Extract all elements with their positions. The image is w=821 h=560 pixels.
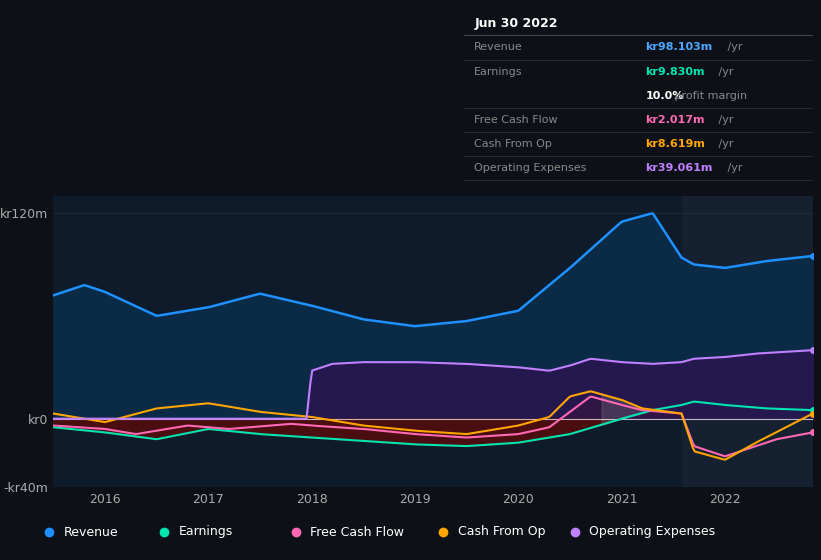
Text: /yr: /yr bbox=[724, 163, 742, 173]
Text: Revenue: Revenue bbox=[64, 525, 119, 539]
Text: /yr: /yr bbox=[724, 43, 742, 53]
Text: Free Cash Flow: Free Cash Flow bbox=[310, 525, 404, 539]
Text: 10.0%: 10.0% bbox=[645, 91, 684, 101]
Text: Earnings: Earnings bbox=[475, 67, 523, 77]
Text: kr98.103m: kr98.103m bbox=[645, 43, 713, 53]
Text: kr39.061m: kr39.061m bbox=[645, 163, 713, 173]
Text: /yr: /yr bbox=[715, 67, 734, 77]
Text: profit margin: profit margin bbox=[672, 91, 748, 101]
Bar bbox=[681, 196, 818, 487]
Text: Cash From Op: Cash From Op bbox=[458, 525, 546, 539]
Text: kr9.830m: kr9.830m bbox=[645, 67, 704, 77]
Text: kr8.619m: kr8.619m bbox=[645, 139, 705, 149]
Text: Jun 30 2022: Jun 30 2022 bbox=[475, 17, 557, 30]
Text: Operating Expenses: Operating Expenses bbox=[589, 525, 716, 539]
Text: kr2.017m: kr2.017m bbox=[645, 115, 704, 125]
Text: Cash From Op: Cash From Op bbox=[475, 139, 553, 149]
Text: Free Cash Flow: Free Cash Flow bbox=[475, 115, 558, 125]
Text: Operating Expenses: Operating Expenses bbox=[475, 163, 587, 173]
Text: /yr: /yr bbox=[715, 139, 734, 149]
Text: Revenue: Revenue bbox=[475, 43, 523, 53]
Text: Earnings: Earnings bbox=[179, 525, 233, 539]
Text: /yr: /yr bbox=[715, 115, 734, 125]
